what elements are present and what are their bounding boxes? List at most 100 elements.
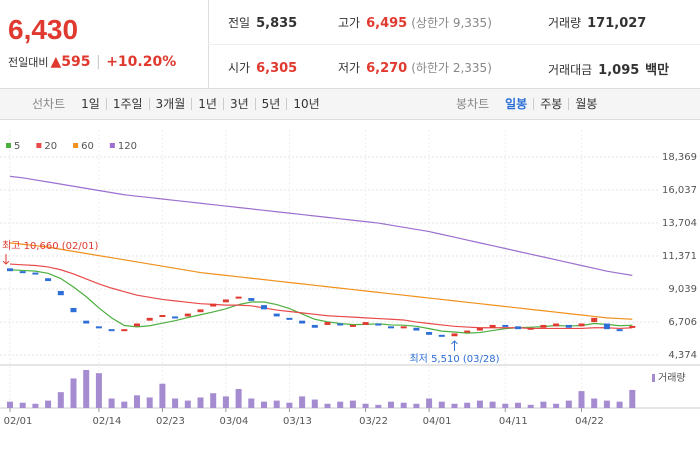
candle [197, 309, 204, 313]
volume-bar [299, 396, 306, 408]
candle [527, 327, 534, 330]
tab[interactable]: 1주일 [105, 98, 149, 110]
legend-label: 120 [118, 141, 137, 152]
candle [464, 330, 471, 333]
legend-swatch [36, 143, 42, 148]
legend-swatch [6, 143, 11, 148]
change: 전일대비 ▲595 | +10.20% [8, 54, 177, 70]
label: 거래량 [548, 16, 582, 30]
x-tick-label: 04/11 [499, 416, 528, 427]
volume-bar [565, 400, 572, 408]
ma-line [9, 242, 633, 320]
sub: (하한가 2,335) [411, 61, 492, 75]
tab[interactable]: 3년 [222, 98, 255, 110]
volume-bar [45, 400, 52, 408]
volume-bar [451, 403, 458, 408]
volume-bar [235, 389, 242, 408]
tab-bar: 선차트 1일 1주일 3개월 1년 3년 5년 10년 봉차트 일봉 주봉 월봉 [0, 89, 700, 120]
x-tick-label: 03/13 [283, 416, 312, 427]
tab[interactable]: 5년 [254, 98, 287, 110]
volume-bar [159, 383, 166, 408]
x-tick-label: 04/01 [423, 416, 452, 427]
volume-bar [591, 398, 598, 408]
label: 전일 [228, 16, 251, 30]
ma-line [9, 263, 633, 330]
x-tick-label: 02/14 [92, 416, 121, 427]
tab[interactable]: 3개월 [148, 98, 192, 110]
volume-bar [70, 378, 77, 408]
volume-bar [349, 400, 356, 408]
legend-label: 60 [81, 141, 94, 152]
volume-bar [146, 397, 153, 408]
candle [616, 329, 623, 332]
candle [83, 320, 90, 324]
legend-swatch [73, 143, 79, 148]
volume-bar [32, 403, 39, 408]
annotation-arrow [451, 340, 458, 351]
price: 6,430 [8, 14, 79, 45]
volume-bar [197, 397, 204, 408]
candle [375, 323, 382, 326]
volume-bar [502, 403, 509, 408]
tab[interactable]: 1일 [81, 97, 100, 111]
volume-bar [83, 370, 90, 408]
volume-bar [616, 401, 623, 408]
label: 고가 [338, 16, 361, 30]
value: 5,835 [256, 16, 298, 31]
volume-bar [375, 404, 382, 408]
header: 6,430 전일대비 ▲595 | +10.20% 전일 5,835 고가 6,495… [0, 0, 700, 89]
volume-bar [413, 403, 420, 408]
candle [400, 326, 407, 329]
y-tick-label: 6,706 [668, 317, 697, 328]
tab-group-label: 봉차트 [456, 97, 490, 111]
tab-group-label: 선차트 [32, 97, 66, 111]
tab[interactable]: 월봉 [568, 98, 603, 110]
candle [248, 298, 255, 301]
sub: (상한가 9,335) [411, 16, 492, 30]
annotation-arrow [2, 254, 10, 265]
legend-label: 거래량 [658, 372, 686, 384]
candle [45, 278, 52, 282]
candle [121, 329, 128, 332]
candle [311, 324, 318, 328]
x-tick-label: 04/22 [575, 416, 604, 427]
divider [208, 44, 700, 45]
candle [565, 324, 572, 328]
volume-bar [388, 401, 394, 408]
info: 시가 6,305 [228, 59, 297, 76]
candle [603, 323, 610, 330]
candle [172, 316, 179, 319]
x-tick-label: 02/01 [4, 416, 33, 427]
tab[interactable]: 10년 [286, 98, 325, 110]
volume-bar [222, 396, 229, 408]
candle [451, 333, 458, 337]
volume-bar [311, 399, 318, 408]
volume-bar [324, 403, 331, 408]
volume-bar [286, 402, 293, 408]
candle [159, 315, 166, 318]
volume-bar [629, 389, 636, 408]
volume-bar [515, 402, 521, 408]
volume-bar [476, 400, 483, 408]
tab[interactable]: 주봉 [533, 98, 568, 110]
tab[interactable]: 1년 [191, 98, 223, 110]
candle [7, 268, 13, 272]
label: 거래대금 [548, 63, 593, 77]
info: 전일 5,835 [228, 14, 297, 31]
tab[interactable]: 일봉 [505, 97, 528, 111]
info: 거래량 171,027 [548, 14, 646, 31]
candle [57, 290, 64, 296]
y-tick-label: 16,037 [662, 185, 697, 196]
volume-bar [95, 373, 102, 408]
ma-line [9, 269, 633, 334]
value: 171,027 [587, 16, 647, 31]
candle [299, 320, 306, 324]
volume-bar [248, 398, 255, 408]
y-tick-label: 4,374 [668, 350, 697, 361]
volume-bar [362, 403, 369, 408]
candle [19, 271, 26, 274]
candle [324, 322, 331, 325]
volume-bar [172, 398, 179, 408]
volume-bar [553, 403, 560, 408]
